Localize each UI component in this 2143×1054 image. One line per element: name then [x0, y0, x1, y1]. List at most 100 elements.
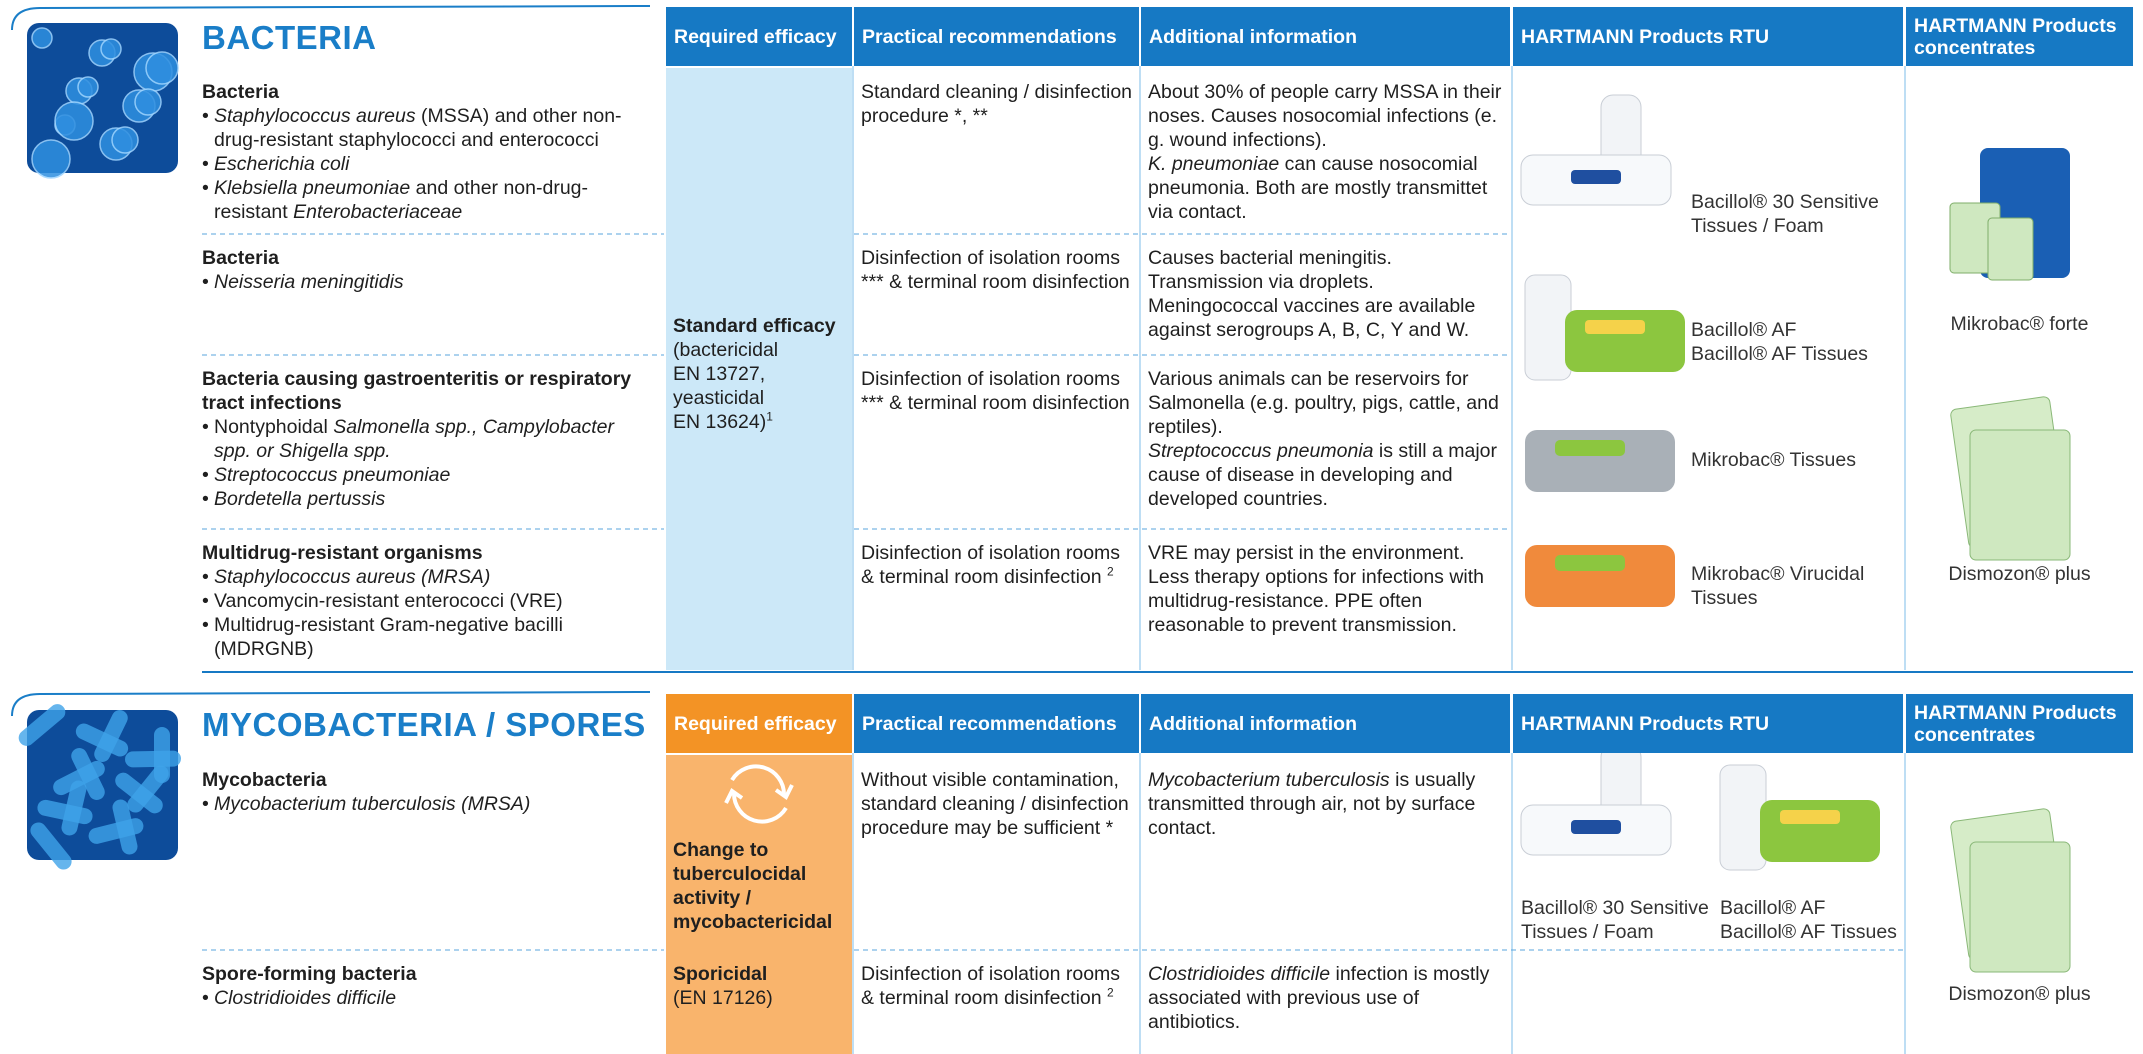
- product-image: [1571, 820, 1621, 834]
- organism-item: Clostridioides difficile: [202, 986, 654, 1010]
- organism-item: Staphylococcus aureus (MSSA) and other n…: [202, 104, 654, 152]
- microbe: [18, 704, 66, 746]
- italic-run: Neisseria meningitidis: [214, 271, 404, 293]
- efficacy-line: yeasticidal: [673, 386, 849, 410]
- text-run: Disinfection of isolation rooms *** & te…: [861, 368, 1130, 414]
- column-header: Practical recommendations: [854, 694, 1139, 753]
- text-run: About 30% of people carry MSSA in their …: [1148, 81, 1502, 151]
- paragraph: Mycobacterium tuberculosis is usually tr…: [1148, 768, 1505, 840]
- italic-run: Streptococcus pneumoniae: [214, 464, 451, 486]
- paragraph: Causes bacterial meningitis. Transmissio…: [1148, 246, 1505, 342]
- section-title: BACTERIA: [202, 19, 377, 56]
- efficacy-line: (EN 17126): [673, 986, 849, 1010]
- product-image: [1760, 800, 1880, 862]
- text-run: Disinfection of isolation rooms & termin…: [861, 963, 1121, 1009]
- organism-item: Nontyphoidal Salmonella spp., Campylobac…: [202, 415, 654, 463]
- paragraph: Disinfection of isolation rooms *** & te…: [861, 246, 1136, 294]
- italic-run: Bordetella pertussis: [214, 488, 386, 510]
- column-header: Additional information: [1141, 694, 1510, 753]
- product-name: Dismozon® plus: [1906, 982, 2133, 1006]
- product-image: [1719, 764, 1767, 871]
- text-run: Standard cleaning / disinfection procedu…: [861, 81, 1133, 127]
- column-header: HARTMANN Products RTU: [1513, 7, 1903, 66]
- text-run: (EN 17126): [673, 987, 773, 1009]
- microbe: [145, 51, 179, 85]
- section-title: MYCOBACTERIA / SPORES: [202, 706, 646, 743]
- organism-heading: Bacteria: [202, 81, 279, 103]
- paragraph: Streptococcus pneumonia is still a major…: [1148, 439, 1505, 511]
- italic-run: Mycobacterium tuberculosis: [1148, 769, 1390, 791]
- text-run: is still a major cause of disease in dev…: [1148, 440, 1497, 510]
- practical-cell: Disinfection of isolation rooms & termin…: [861, 541, 1136, 589]
- efficacy-column: [666, 755, 852, 1054]
- product-image: [1780, 810, 1840, 824]
- organism-cell: Spore-forming bacteriaClostridioides dif…: [202, 962, 654, 1010]
- efficacy-line: EN 13727,: [673, 362, 849, 386]
- product-name: Mikrobac® forte: [1906, 312, 2133, 336]
- text-run: is usually transmitted through air, not …: [1148, 769, 1476, 839]
- column-header: Practical recommendations: [854, 7, 1139, 66]
- practical-cell: Disinfection of isolation rooms & termin…: [861, 962, 1136, 1010]
- product-image: [1571, 170, 1621, 184]
- microbe: [94, 710, 128, 762]
- text-run: Vancomycin-resistant enterococci (VRE): [214, 590, 563, 612]
- microbe: [112, 799, 138, 855]
- practical-cell: Without visible contamination, standard …: [861, 768, 1136, 840]
- efficacy-line: EN 13624)1: [673, 410, 849, 434]
- microbe: [71, 748, 105, 800]
- organism-cell: Bacteria causing gastroenteritis or resp…: [202, 367, 654, 511]
- practical-cell: Standard cleaning / disinfection procedu…: [861, 80, 1136, 128]
- efficacy-cell: Sporicidal (EN 17126): [673, 962, 849, 1010]
- info-cell: Clostridioides difficile infection is mo…: [1148, 962, 1505, 1034]
- organism-heading: Spore-forming bacteria: [202, 963, 417, 985]
- product-name: Bacillol® AF Bacillol® AF Tissues: [1691, 318, 1891, 366]
- refresh-icon: [724, 764, 794, 824]
- text-run: can cause nosocomial pneumonia. Both are…: [1148, 153, 1488, 223]
- microbe: [31, 139, 71, 179]
- column-header: HARTMANN Products concentrates: [1906, 7, 2133, 66]
- text-run: Causes bacterial meningitis. Transmissio…: [1148, 247, 1476, 341]
- microbe: [111, 126, 139, 154]
- text-run: EN 13727,: [673, 363, 766, 385]
- section-ornament: [11, 691, 651, 717]
- footnote-mark: 2: [1107, 564, 1114, 579]
- paragraph: VRE may persist in the environment. Less…: [1148, 541, 1505, 637]
- product-name-line: Bacillol® AF: [1720, 897, 1826, 919]
- product-name-line: Bacillol® 30 Sensitive Tissues / Foam: [1691, 191, 1879, 237]
- text-run: infection is mostly associated with prev…: [1148, 963, 1490, 1033]
- microbe: [125, 750, 181, 768]
- product-name-line: Mikrobac® Tissues: [1691, 449, 1856, 471]
- organism-item: Multidrug-resistant Gram-negative bacill…: [202, 613, 654, 661]
- microbe: [134, 88, 162, 116]
- efficacy-column: [666, 68, 852, 670]
- info-cell: Mycobacterium tuberculosis is usually tr…: [1148, 768, 1505, 840]
- italic-run: Staphylococcus aureus (MRSA): [214, 566, 491, 588]
- italic-run: Escherichia coli: [214, 153, 350, 175]
- paragraph: Disinfection of isolation rooms & termin…: [861, 962, 1136, 1010]
- product-name: Dismozon® plus: [1906, 562, 2133, 586]
- text-run: (bactericidal: [673, 339, 779, 361]
- text-run: Disinfection of isolation rooms *** & te…: [861, 247, 1130, 293]
- text-run: Multidrug-resistant Gram-negative bacill…: [214, 614, 563, 660]
- efficacy-title: Standard efficacy: [673, 315, 836, 337]
- organism-cell: BacteriaStaphylococcus aureus (MSSA) and…: [202, 80, 654, 224]
- section-ornament: [11, 5, 651, 31]
- text-run: (MSSA) and other non-drug-resistant stap…: [214, 105, 622, 151]
- product-image: [1524, 274, 1572, 381]
- paragraph: Without visible contamination, standard …: [861, 768, 1136, 840]
- italic-run: Streptococcus pneumonia: [1148, 440, 1374, 462]
- product-name: Bacillol® AF Bacillol® AF Tissues: [1720, 896, 1910, 944]
- paragraph: Standard cleaning / disinfection procedu…: [861, 80, 1136, 128]
- italic-run: Mycobacterium tuberculosis (MRSA): [214, 793, 531, 815]
- text-run: Various animals can be reservoirs for Sa…: [1148, 368, 1499, 438]
- info-cell: Causes bacterial meningitis. Transmissio…: [1148, 246, 1505, 342]
- organism-cell: BacteriaNeisseria meningitidis: [202, 246, 654, 294]
- product-name-line: Bacillol® AF: [1691, 319, 1797, 341]
- refresh-arrow: [774, 784, 794, 800]
- product-name: Mikrobac® Virucidal Tissues: [1691, 562, 1891, 610]
- microbe: [61, 780, 87, 836]
- paragraph: Disinfection of isolation rooms *** & te…: [861, 367, 1136, 415]
- italic-run: Clostridioides difficile: [1148, 963, 1331, 985]
